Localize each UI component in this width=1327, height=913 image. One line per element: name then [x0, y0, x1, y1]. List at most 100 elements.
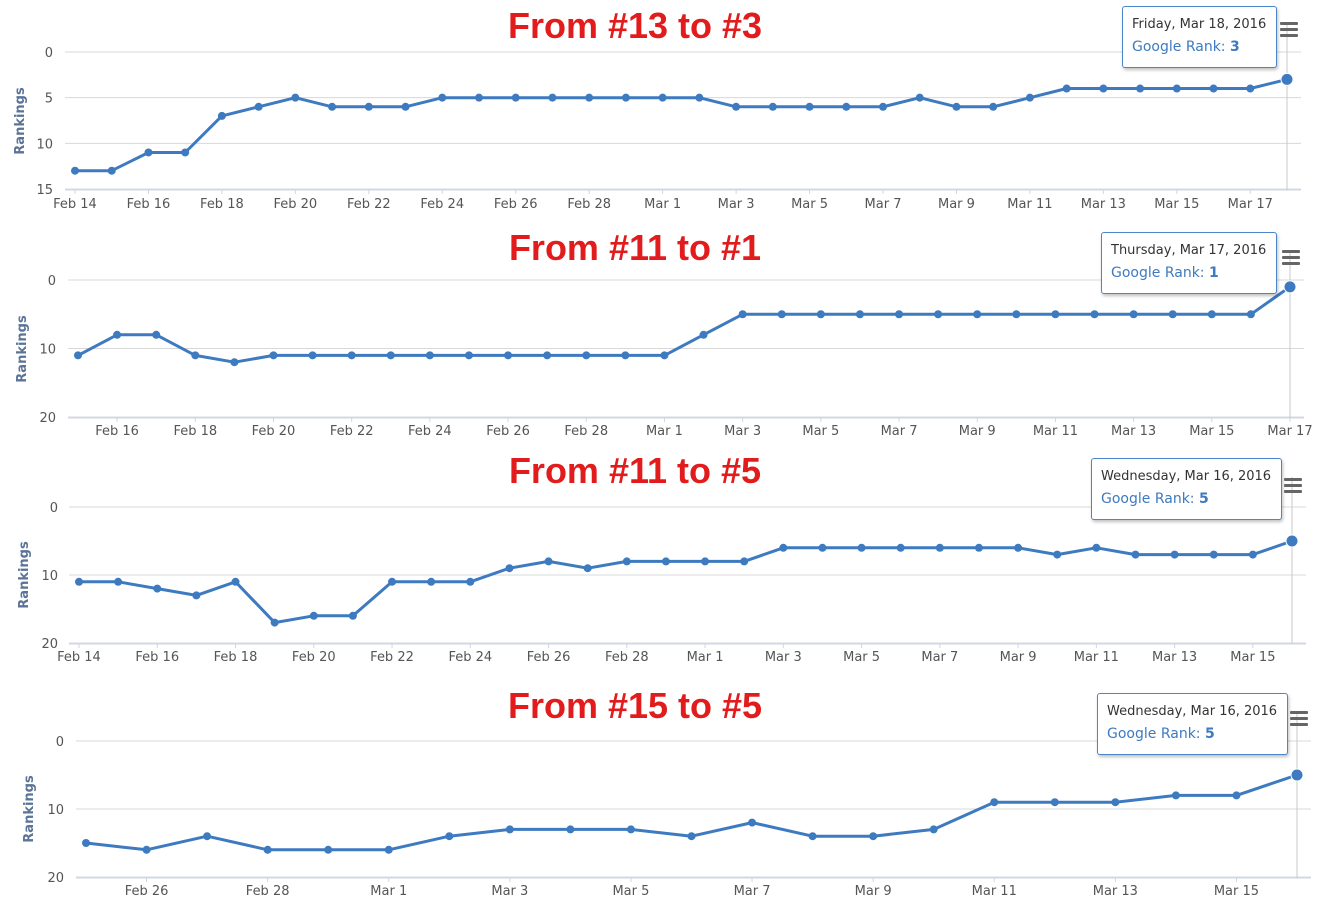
data-point[interactable]	[973, 310, 982, 319]
hamburger-menu-icon[interactable]	[1280, 22, 1298, 38]
data-point[interactable]	[699, 330, 708, 339]
data-point[interactable]	[269, 351, 278, 360]
data-point[interactable]	[328, 102, 337, 111]
data-point[interactable]	[1170, 550, 1179, 559]
data-point[interactable]	[142, 845, 151, 854]
data-point[interactable]	[254, 102, 263, 111]
data-point[interactable]	[75, 577, 83, 586]
data-point[interactable]	[1090, 310, 1099, 319]
data-point[interactable]	[748, 818, 757, 827]
data-point[interactable]	[263, 845, 272, 854]
data-point[interactable]	[113, 330, 122, 339]
data-point[interactable]	[217, 111, 226, 120]
data-point[interactable]	[1051, 310, 1060, 319]
data-point[interactable]	[475, 93, 483, 102]
data-point[interactable]	[1136, 84, 1145, 93]
data-point[interactable]	[818, 543, 827, 552]
data-point[interactable]	[1168, 310, 1177, 319]
data-point[interactable]	[661, 557, 670, 566]
data-point[interactable]	[974, 543, 983, 552]
data-point[interactable]	[695, 93, 704, 102]
data-point[interactable]	[466, 577, 475, 586]
data-point[interactable]	[203, 832, 212, 841]
data-point[interactable]	[842, 102, 851, 111]
data-point[interactable]	[1025, 93, 1034, 102]
data-point[interactable]	[191, 351, 200, 360]
data-point[interactable]	[71, 166, 79, 175]
data-point[interactable]	[153, 584, 162, 593]
data-point[interactable]	[658, 93, 667, 102]
data-point[interactable]	[107, 166, 116, 175]
data-point[interactable]	[738, 310, 747, 319]
data-point[interactable]	[364, 102, 373, 111]
data-point[interactable]	[388, 577, 397, 586]
data-point[interactable]	[1050, 798, 1059, 807]
data-point[interactable]	[895, 310, 904, 319]
data-point[interactable]	[1209, 550, 1218, 559]
data-point[interactable]	[438, 93, 447, 102]
data-point[interactable]	[1209, 84, 1218, 93]
data-point[interactable]	[855, 310, 864, 319]
data-point[interactable]	[82, 839, 90, 847]
data-point[interactable]	[1246, 310, 1255, 319]
highlighted-data-point[interactable]	[1283, 280, 1297, 294]
data-point[interactable]	[566, 825, 575, 834]
data-point[interactable]	[192, 591, 201, 600]
data-point[interactable]	[231, 577, 240, 586]
hamburger-menu-icon[interactable]	[1282, 250, 1300, 266]
data-point[interactable]	[348, 611, 357, 620]
data-point[interactable]	[1172, 84, 1181, 93]
data-point[interactable]	[701, 557, 710, 566]
hamburger-menu-icon[interactable]	[1284, 478, 1302, 494]
data-point[interactable]	[1014, 543, 1023, 552]
data-point[interactable]	[1248, 550, 1257, 559]
data-point[interactable]	[808, 832, 817, 841]
data-point[interactable]	[1053, 550, 1062, 559]
data-point[interactable]	[869, 832, 878, 841]
data-point[interactable]	[152, 330, 161, 339]
data-point[interactable]	[582, 351, 591, 360]
data-point[interactable]	[816, 310, 825, 319]
hamburger-menu-icon[interactable]	[1290, 711, 1308, 727]
data-point[interactable]	[548, 93, 557, 102]
data-point[interactable]	[777, 310, 786, 319]
highlighted-data-point[interactable]	[1280, 72, 1294, 86]
data-point[interactable]	[732, 102, 741, 111]
data-point[interactable]	[1062, 84, 1071, 93]
data-point[interactable]	[401, 102, 410, 111]
data-point[interactable]	[1092, 543, 1101, 552]
data-point[interactable]	[879, 102, 887, 111]
data-point[interactable]	[805, 102, 814, 111]
data-point[interactable]	[583, 564, 592, 573]
data-point[interactable]	[181, 148, 190, 157]
data-point[interactable]	[989, 102, 998, 111]
data-point[interactable]	[291, 93, 300, 102]
data-point[interactable]	[425, 351, 434, 360]
data-point[interactable]	[622, 557, 631, 566]
data-point[interactable]	[621, 93, 630, 102]
data-point[interactable]	[427, 577, 436, 586]
data-point[interactable]	[309, 611, 318, 620]
data-point[interactable]	[464, 351, 473, 360]
data-point[interactable]	[505, 564, 514, 573]
data-point[interactable]	[347, 351, 356, 360]
data-point[interactable]	[660, 351, 669, 360]
data-point[interactable]	[544, 557, 553, 566]
data-point[interactable]	[915, 93, 924, 102]
data-point[interactable]	[74, 351, 82, 360]
data-point[interactable]	[505, 825, 514, 834]
data-point[interactable]	[990, 798, 999, 807]
data-point[interactable]	[626, 825, 635, 834]
data-point[interactable]	[740, 557, 749, 566]
data-point[interactable]	[308, 351, 317, 360]
data-point[interactable]	[504, 351, 513, 360]
data-point[interactable]	[1012, 310, 1021, 319]
data-point[interactable]	[445, 832, 454, 841]
data-point[interactable]	[896, 543, 905, 552]
data-point[interactable]	[1246, 84, 1255, 93]
highlighted-data-point[interactable]	[1285, 534, 1299, 548]
data-point[interactable]	[621, 351, 630, 360]
data-point[interactable]	[1129, 310, 1138, 319]
data-point[interactable]	[687, 832, 696, 841]
highlighted-data-point[interactable]	[1290, 768, 1304, 782]
